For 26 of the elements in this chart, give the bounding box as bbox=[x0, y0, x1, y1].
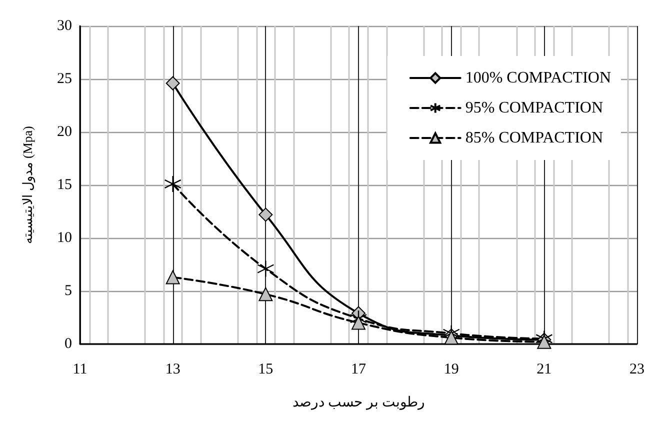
point bbox=[166, 76, 180, 90]
y-tick-label: 10 bbox=[57, 230, 72, 246]
point bbox=[166, 270, 180, 284]
legend-label: 85% COMPACTION bbox=[465, 130, 604, 146]
y-tick-label: 0 bbox=[64, 336, 72, 352]
point bbox=[352, 316, 366, 330]
y-tick-label: 5 bbox=[64, 283, 72, 299]
point bbox=[258, 208, 273, 222]
y-tick-label: 20 bbox=[57, 124, 72, 140]
x-tick-label: 21 bbox=[536, 362, 552, 378]
point bbox=[164, 175, 182, 193]
x-axis-title: رطوبت بر حسب درصد bbox=[292, 396, 425, 410]
legend-label: 100% COMPACTION bbox=[465, 70, 612, 86]
x-tick-label: 17 bbox=[351, 362, 366, 378]
y-axis-title: مدول الایتیسیته (Mpa) bbox=[20, 126, 36, 244]
x-tick-label: 23 bbox=[630, 362, 644, 378]
y-tick-label: 25 bbox=[57, 71, 72, 87]
y-tick-label: 15 bbox=[57, 177, 72, 193]
legend-label: 95% COMPACTION bbox=[465, 100, 604, 116]
point bbox=[257, 260, 274, 278]
x-tick-label: 11 bbox=[72, 362, 88, 378]
y-tick-label: 30 bbox=[57, 18, 72, 34]
x-tick-label: 19 bbox=[444, 362, 459, 378]
x-tick-label: 15 bbox=[258, 362, 274, 378]
point bbox=[258, 287, 273, 302]
x-tick-label: 13 bbox=[165, 362, 180, 378]
